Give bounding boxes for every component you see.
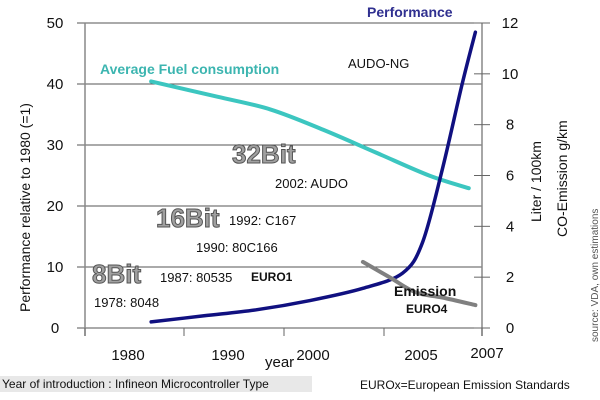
y-right-tick-label: 2 [506,269,514,286]
axes [84,22,490,336]
y-right-tick-label: 12 [502,15,519,32]
series-lines [149,30,478,324]
y-right-tick-label: 6 [506,168,514,185]
y-right-axis-title-1: Liter / 100km [528,141,544,222]
bit-class-16bit: 16Bit [156,203,220,233]
bit-class-8bit: 8Bit [92,259,141,289]
series-title-performance: Performance [367,4,453,20]
annotation-80535: 1987: 80535 [160,270,232,285]
annotation-audo: 2002: AUDO [275,176,348,191]
annotation-euro4: EURO4 [406,302,448,316]
bit-class-32bit: 32Bit [232,139,296,169]
y-right-tick-label: 4 [506,218,514,235]
y-left-tick-label: 0 [51,320,59,337]
series-title-emission: Emission [394,283,456,299]
x-axis-title: year [265,354,294,371]
footer-right-note: EUROx=European Emission Standards [360,378,570,392]
y-left-tick-label: 30 [47,137,64,154]
source-note: source: VDA, own estimations [590,209,600,342]
y-left-tick-label: 40 [47,76,64,93]
series-line-fuel [149,79,471,191]
x-tick-label: 2005 [404,347,437,364]
gridlines [77,22,482,329]
y-right-tick-label: 0 [506,320,514,337]
y-right-tick-label: 8 [506,117,514,134]
annotation-8048: 1978: 8048 [94,295,159,310]
tick-labels: 0 10 20 30 40 50 0 2 4 6 8 10 12 1980 1990 2000 2005 2007 [47,15,519,364]
footer-left-note: Year of introduction : Infineon Microcon… [0,376,312,392]
y-left-tick-label: 10 [47,259,64,276]
series-line-emission [360,259,478,308]
y-right-tick-label: 10 [502,66,519,83]
x-tick-label: 2000 [296,347,329,364]
x-tick-label: 2007 [470,345,503,362]
y-left-tick-label: 20 [47,198,64,215]
x-tick-label: 1980 [111,347,144,364]
y-right-axis-title-2: CO-Emission g/km [554,120,570,237]
annotation-c167: 1992: C167 [229,213,296,228]
annotation-audo-ng: AUDO-NG [348,56,409,71]
series-title-fuel: Average Fuel consumption [100,61,279,77]
y-left-tick-label: 50 [47,15,64,32]
y-left-axis-title: Performance relative to 1980 (=1) [17,103,33,312]
annotation-euro1: EURO1 [251,270,293,284]
x-tick-label: 1990 [211,347,244,364]
annotation-80c166: 1990: 80C166 [196,240,278,255]
